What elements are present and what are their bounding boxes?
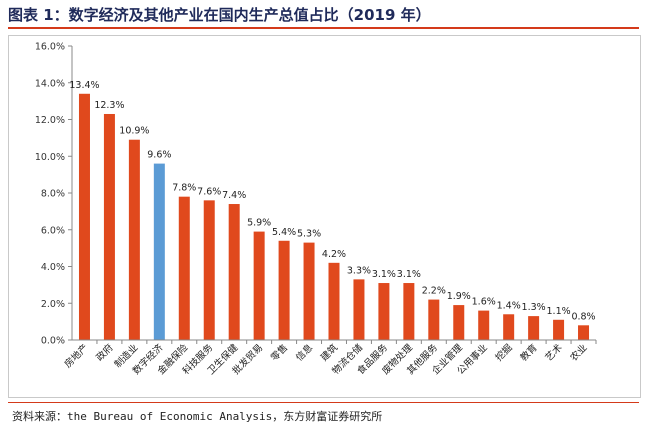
title-divider: [8, 27, 639, 29]
y-tick-label: 12.0%: [35, 115, 65, 126]
data-label: 13.4%: [69, 80, 99, 91]
bar-艺术: [553, 319, 565, 340]
data-label: 1.1%: [547, 306, 571, 317]
x-tick-label: 房地产: [62, 342, 91, 371]
bar-其他服务: [428, 299, 440, 340]
y-tick-label: 0.0%: [41, 336, 65, 347]
x-tick-label: 政府: [94, 341, 116, 363]
y-tick-label: 8.0%: [41, 189, 65, 200]
x-tick-label: 教育: [518, 342, 540, 364]
bar-批发贸易: [253, 231, 265, 340]
data-label: 0.8%: [571, 311, 595, 322]
chart-frame: [8, 35, 641, 398]
data-label: 3.3%: [347, 265, 371, 276]
y-tick-label: 4.0%: [41, 262, 65, 273]
bar-数字经济: [153, 163, 165, 340]
data-label: 3.1%: [372, 269, 396, 280]
data-label: 1.3%: [522, 302, 546, 313]
bar-建筑: [328, 262, 340, 340]
x-tick-label: 建筑: [318, 341, 340, 363]
bar-政府: [103, 113, 115, 340]
data-label: 1.4%: [497, 300, 521, 311]
bar-科技服务: [203, 200, 215, 340]
bar-农业: [578, 325, 590, 340]
y-tick-label: 6.0%: [41, 225, 65, 236]
bars: [78, 93, 590, 341]
data-label: 7.4%: [222, 190, 246, 201]
source-note: 资料来源：the Bureau of Economic Analysis，东方财…: [12, 410, 383, 423]
data-label: 7.6%: [197, 186, 221, 197]
y-axis: 0.0% 2.0% 4.0% 6.0% 8.0% 10.0% 12.0% 14.0% 16.0%: [35, 42, 73, 347]
y-tick-label: 10.0%: [35, 152, 65, 163]
y-tick-label: 2.0%: [41, 299, 65, 310]
x-tick-label: 农业: [568, 342, 590, 364]
bar-金融保险: [178, 196, 190, 340]
bar-卫生保健: [228, 204, 240, 340]
bar-制造业: [128, 139, 140, 340]
bar-物流仓储: [353, 279, 365, 340]
x-tick-label: 信息: [293, 342, 315, 364]
data-label: 2.2%: [422, 286, 446, 297]
bar-食品服务: [378, 283, 390, 340]
bar-废物处理: [403, 283, 415, 340]
bar-房地产: [78, 93, 90, 341]
bar-信息: [303, 242, 315, 340]
data-label: 1.6%: [472, 297, 496, 308]
data-label: 5.9%: [247, 218, 271, 229]
bar-挖掘: [503, 314, 515, 340]
data-label: 4.2%: [322, 249, 346, 260]
bar-chart: 0.0% 2.0% 4.0% 6.0% 8.0% 10.0% 12.0% 14.0% 16.0%…: [35, 42, 597, 377]
y-tick-label: 16.0%: [35, 42, 65, 53]
x-tick-label: 艺术: [543, 341, 565, 363]
data-label: 9.6%: [147, 150, 171, 161]
bar-教育: [528, 316, 540, 340]
data-label: 7.8%: [172, 183, 196, 194]
x-tick-label: 挖掘: [493, 342, 515, 364]
data-labels: 13.4% 12.3% 10.9% 9.6% 7.8% 7.6% 7.4% 5.9%5.4% 5…: [69, 80, 595, 323]
data-label: 12.3%: [94, 100, 124, 111]
chart-title: 图表 1：数字经济及其他产业在国内生产总值占比（2019 年）: [8, 6, 431, 24]
y-tick-label: 14.0%: [35, 78, 65, 89]
data-label: 1.9%: [447, 291, 471, 302]
data-label: 3.1%: [397, 269, 421, 280]
source-divider: [8, 402, 639, 403]
bar-企业管理: [453, 305, 465, 340]
bar-零售: [278, 240, 290, 340]
data-label: 5.3%: [297, 229, 321, 240]
x-tick-label: 零售: [268, 342, 290, 364]
data-label: 10.9%: [119, 126, 149, 137]
bar-公用事业: [478, 310, 490, 340]
data-label: 5.4%: [272, 227, 296, 238]
